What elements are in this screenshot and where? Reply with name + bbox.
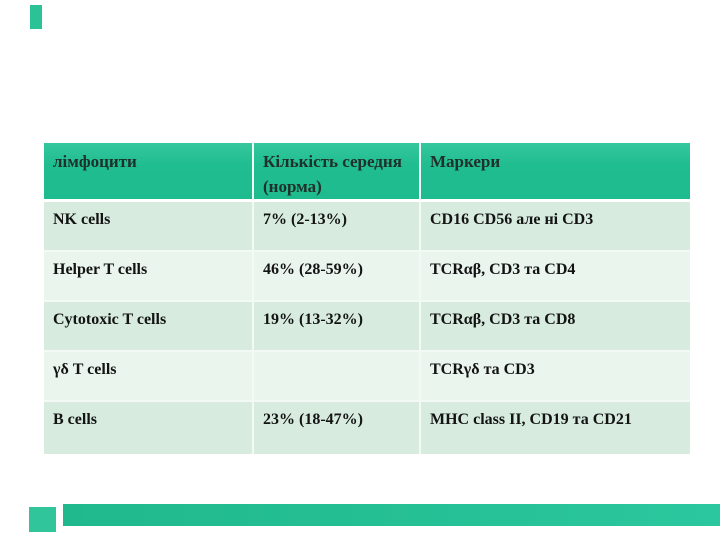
- table-row: Cytotoxic T cells 19% (13-32%) TCRαβ, CD…: [44, 302, 690, 352]
- cell-average-count: [254, 352, 421, 402]
- cell-lymphocyte-type: γδ T cells: [44, 352, 254, 402]
- cell-lymphocyte-type: Helper T cells: [44, 252, 254, 302]
- cell-average-count: 23% (18-47%): [254, 402, 421, 454]
- cell-markers: TCRγδ та CD3: [421, 352, 690, 402]
- cell-average-count: 46% (28-59%): [254, 252, 421, 302]
- cell-lymphocyte-type: NK cells: [44, 202, 254, 252]
- cell-lymphocyte-type: B cells: [44, 402, 254, 454]
- cell-average-count: 19% (13-32%): [254, 302, 421, 352]
- accent-bottom-square: [29, 507, 56, 532]
- accent-top-left-bar: [30, 5, 42, 29]
- accent-bottom-bar: [63, 504, 720, 526]
- header-markers: Маркери: [421, 143, 690, 202]
- table-header-row: лімфоцити Кількість середня (норма) Марк…: [44, 143, 690, 202]
- table-row: γδ T cells TCRγδ та CD3: [44, 352, 690, 402]
- header-lymphocytes: лімфоцити: [44, 143, 254, 202]
- table-row: Helper T cells 46% (28-59%) TCRαβ, CD3 т…: [44, 252, 690, 302]
- table-row: B cells 23% (18-47%) MHC class II, CD19 …: [44, 402, 690, 454]
- cell-markers: MHC class II, CD19 та CD21: [421, 402, 690, 454]
- header-average-count: Кількість середня (норма): [254, 143, 421, 202]
- cell-average-count: 7% (2-13%): [254, 202, 421, 252]
- table-row: NK cells 7% (2-13%) CD16 CD56 але ні CD3: [44, 202, 690, 252]
- cell-markers: TCRαβ, CD3 та CD8: [421, 302, 690, 352]
- lymphocyte-table: лімфоцити Кількість середня (норма) Марк…: [44, 143, 690, 454]
- cell-markers: TCRαβ, CD3 та CD4: [421, 252, 690, 302]
- cell-lymphocyte-type: Cytotoxic T cells: [44, 302, 254, 352]
- cell-markers: CD16 CD56 але ні CD3: [421, 202, 690, 252]
